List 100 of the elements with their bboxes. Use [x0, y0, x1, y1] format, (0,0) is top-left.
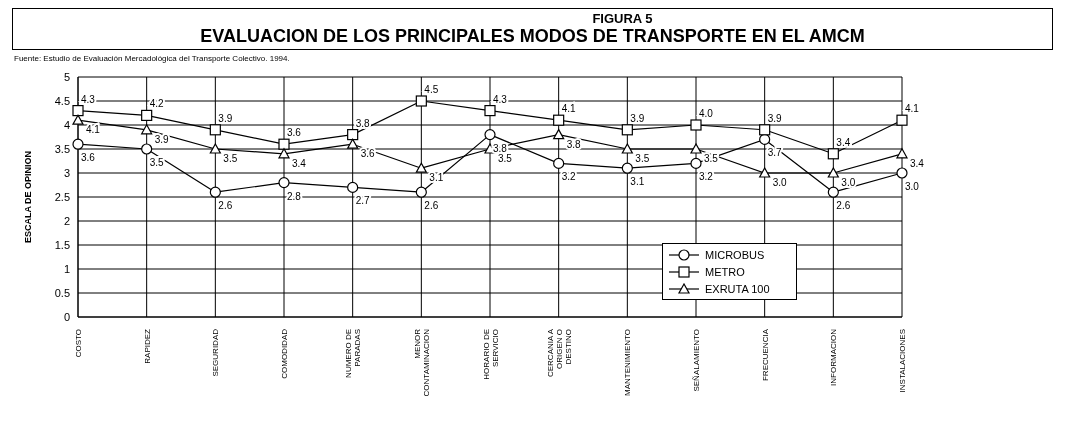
data-label: 3.5 [635, 153, 650, 164]
point [553, 114, 565, 126]
point [278, 138, 290, 150]
x-tick-label: FRECUENCIA [760, 328, 770, 382]
point [415, 162, 427, 173]
data-label: 3.4 [910, 157, 925, 169]
x-tick-label: NUMERO DE PARADAS [344, 329, 363, 378]
point [141, 143, 153, 155]
point [553, 129, 565, 140]
y-tick-label: 2 [63, 214, 70, 227]
point [209, 143, 221, 154]
x-tick-label: MANTENIMIENTO [623, 329, 633, 396]
y-tick-label: 4.5 [54, 94, 70, 107]
point [759, 167, 771, 178]
data-label: 3.8 [355, 117, 371, 129]
chart-subtitle: EVALUACION DE LOS PRINCIPALES MODOS DE TRANSPORTE EN EL AMCM [199, 26, 866, 47]
point [278, 177, 290, 189]
x-tick-label: CERCANIA A ORIGEN O DESTINO [545, 328, 573, 378]
point [347, 138, 359, 149]
point [415, 95, 427, 107]
point [141, 109, 153, 121]
point [141, 124, 153, 135]
y-tick-label: 2.5 [54, 190, 70, 203]
point [621, 124, 633, 136]
data-label: 3.9 [218, 112, 233, 124]
data-label: 2.8 [287, 190, 302, 202]
data-label: 3.9 [154, 133, 170, 145]
point [209, 124, 221, 136]
y-tick-label: 0 [63, 310, 70, 323]
data-label: 3.2 [699, 171, 714, 183]
data-label: 4.1 [561, 103, 577, 115]
data-label: 3.9 [630, 112, 645, 124]
data-label: 3.8 [566, 138, 582, 150]
source-note: Fuente: Estudio de Evaluación Mercadológica del Transporte Colectivo. 1994. [14, 54, 291, 63]
point [690, 119, 702, 131]
point [347, 129, 359, 141]
y-tick-label: 3.5 [54, 142, 70, 155]
x-tick-label: INFORMACION [829, 328, 839, 386]
data-label: 4.1 [905, 103, 920, 115]
point [827, 167, 839, 178]
point [553, 157, 565, 169]
point [827, 186, 839, 198]
data-label: 4.2 [149, 98, 165, 110]
data-label: 2.6 [218, 200, 233, 212]
x-tick-label: HORARIO DE SERVICIO [481, 329, 500, 380]
data-label: 3.0 [772, 177, 788, 188]
point [759, 124, 771, 136]
point [621, 162, 633, 174]
point [759, 133, 771, 145]
point [896, 167, 908, 179]
data-label: 4.3 [493, 93, 508, 105]
data-label: 3.1 [630, 176, 645, 188]
data-label: 3.4 [836, 136, 851, 148]
data-label: 3.5 [498, 153, 513, 164]
y-tick-label: 1.5 [54, 238, 70, 251]
y-tick-label: 3 [63, 166, 70, 179]
point [72, 138, 84, 150]
data-label: 3.5 [149, 157, 165, 168]
point [690, 157, 702, 169]
x-tick-label: MENOR CONTAMINACION [412, 328, 431, 397]
data-label: 3.9 [767, 112, 783, 124]
data-label: 3.6 [287, 127, 302, 139]
y-tick-label: 4 [63, 118, 70, 131]
data-label: 3.6 [360, 148, 376, 160]
point [621, 143, 633, 154]
data-label: 2.6 [836, 200, 851, 212]
x-tick-label: COMODIDAD [280, 328, 289, 379]
x-tick-label: SEÑALAMIENTO [692, 329, 701, 392]
legend-label: METRO [705, 265, 745, 278]
data-label: 4.0 [699, 108, 714, 119]
chart-title: FIGURA 5 [591, 11, 654, 26]
data-label: 3.0 [841, 177, 856, 188]
data-label: 3.6 [81, 152, 96, 164]
point [347, 181, 359, 193]
y-tick-label: 1 [63, 262, 70, 275]
data-label: 3.5 [223, 153, 238, 164]
legend-label: MICROBUS [705, 248, 765, 261]
point [278, 148, 290, 159]
data-label: 3.7 [767, 147, 783, 159]
data-label: 2.7 [355, 195, 371, 207]
y-tick-label: 5 [63, 70, 70, 83]
y-axis-title: ESCALA DE OPINION [23, 150, 34, 244]
data-label: 4.3 [81, 93, 96, 105]
y-tick-label: 0.5 [54, 286, 70, 299]
point [896, 148, 908, 159]
data-label: 4.5 [424, 84, 439, 95]
x-tick-label: RAPIDEZ [142, 328, 152, 364]
data-label: 3.4 [292, 157, 307, 169]
point [690, 143, 702, 154]
point [484, 129, 496, 141]
data-label: 2.6 [424, 200, 439, 212]
data-label: 3.0 [905, 181, 920, 192]
x-tick-label: COSTO [74, 329, 83, 358]
point [209, 186, 221, 198]
point [484, 105, 496, 117]
data-label: 4.1 [86, 124, 101, 136]
point [896, 114, 908, 126]
data-label: 3.2 [561, 171, 577, 183]
legend-label: EXRUTA 100 [705, 282, 770, 295]
point [827, 148, 839, 160]
